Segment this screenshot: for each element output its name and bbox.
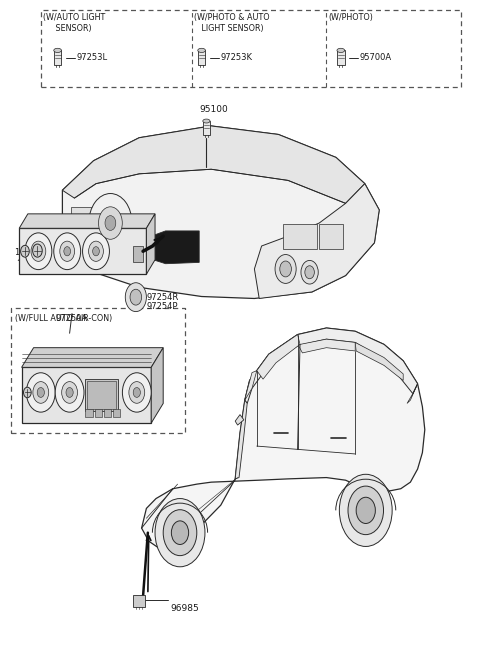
Ellipse shape — [203, 119, 210, 123]
Bar — [95, 409, 102, 417]
Bar — [54, 51, 61, 65]
Circle shape — [125, 283, 146, 312]
Ellipse shape — [54, 49, 61, 52]
Circle shape — [31, 241, 46, 261]
Bar — [133, 595, 145, 607]
Polygon shape — [235, 415, 244, 425]
Bar — [19, 228, 146, 274]
Bar — [104, 409, 111, 417]
Bar — [283, 224, 317, 249]
Circle shape — [93, 247, 99, 256]
Polygon shape — [151, 231, 199, 264]
Polygon shape — [19, 214, 155, 228]
Polygon shape — [62, 126, 379, 298]
Circle shape — [163, 510, 197, 556]
Polygon shape — [245, 371, 257, 400]
Text: (W/PHOTO): (W/PHOTO) — [329, 13, 373, 22]
Circle shape — [83, 233, 109, 270]
Polygon shape — [407, 384, 418, 403]
Polygon shape — [235, 400, 247, 479]
Circle shape — [33, 244, 42, 257]
Polygon shape — [151, 348, 163, 423]
Text: 95100: 95100 — [199, 105, 228, 114]
Circle shape — [26, 373, 55, 412]
Bar — [203, 121, 210, 135]
Circle shape — [275, 255, 296, 283]
Circle shape — [339, 474, 392, 546]
Circle shape — [155, 499, 205, 567]
Circle shape — [60, 241, 74, 261]
Text: (W/PHOTO & AUTO
   LIGHT SENSOR): (W/PHOTO & AUTO LIGHT SENSOR) — [194, 13, 270, 33]
Ellipse shape — [337, 49, 345, 52]
Circle shape — [98, 207, 122, 239]
Circle shape — [356, 497, 375, 523]
Polygon shape — [355, 342, 403, 380]
Circle shape — [348, 486, 384, 535]
Circle shape — [61, 382, 77, 403]
Bar — [319, 224, 343, 249]
Circle shape — [133, 388, 140, 398]
Circle shape — [171, 521, 189, 544]
Text: 97253L: 97253L — [77, 53, 108, 62]
Polygon shape — [146, 214, 155, 274]
Text: 96985: 96985 — [170, 604, 199, 613]
Circle shape — [305, 266, 314, 279]
Polygon shape — [142, 328, 425, 551]
Text: 97254R: 97254R — [146, 293, 179, 302]
Bar — [71, 207, 102, 239]
Polygon shape — [257, 335, 300, 379]
Polygon shape — [245, 328, 418, 403]
Bar — [85, 379, 118, 411]
Circle shape — [129, 382, 144, 403]
Circle shape — [130, 289, 142, 305]
Text: 95700A: 95700A — [360, 53, 392, 62]
Text: 97250A: 97250A — [89, 227, 123, 236]
Circle shape — [66, 388, 73, 398]
Circle shape — [89, 194, 132, 253]
Circle shape — [25, 233, 52, 270]
Circle shape — [122, 373, 151, 412]
Bar — [87, 381, 116, 409]
Circle shape — [64, 247, 71, 256]
Bar — [113, 409, 120, 417]
Text: (W/AUTO LIGHT
     SENSOR): (W/AUTO LIGHT SENSOR) — [43, 13, 106, 33]
Circle shape — [35, 247, 42, 256]
Text: 97253K: 97253K — [221, 53, 253, 62]
Bar — [133, 246, 143, 262]
Circle shape — [21, 245, 29, 257]
Text: 1249EB: 1249EB — [14, 248, 47, 257]
Circle shape — [280, 261, 291, 277]
Text: 97254P: 97254P — [146, 302, 178, 311]
Circle shape — [55, 373, 84, 412]
Bar — [22, 367, 151, 423]
Text: (W/FULL AUTO AIR-CON): (W/FULL AUTO AIR-CON) — [15, 314, 113, 323]
Text: 97250A: 97250A — [56, 314, 88, 323]
Circle shape — [33, 382, 49, 403]
Circle shape — [54, 233, 81, 270]
Circle shape — [301, 260, 318, 284]
Polygon shape — [62, 126, 365, 203]
Circle shape — [37, 388, 45, 398]
Circle shape — [24, 387, 31, 398]
Polygon shape — [254, 184, 379, 298]
Circle shape — [89, 241, 103, 261]
Polygon shape — [22, 348, 163, 367]
Bar — [198, 51, 205, 65]
Ellipse shape — [198, 49, 205, 52]
Polygon shape — [299, 339, 355, 353]
Bar — [337, 51, 345, 65]
Circle shape — [105, 216, 116, 230]
Bar — [85, 409, 93, 417]
